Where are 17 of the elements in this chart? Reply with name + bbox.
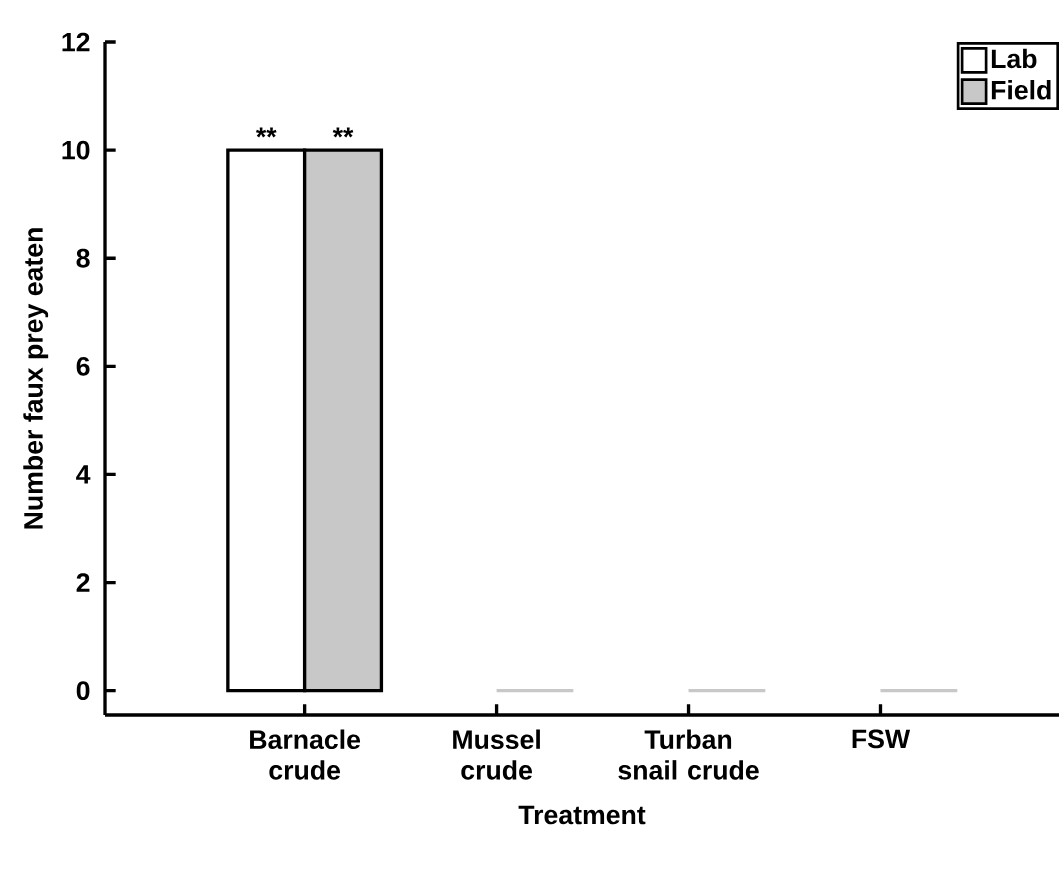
- x-axis-title: Treatment: [518, 805, 646, 825]
- y-tick-label: 4: [76, 465, 91, 484]
- y-tick-label: 0: [76, 681, 90, 701]
- legend-label: Field: [991, 79, 1051, 100]
- y-axis-title: Number faux prey eaten: [23, 228, 49, 529]
- x-tick-label: Turban snail crude: [618, 729, 759, 780]
- annotation: **: [255, 127, 277, 138]
- annotation: **: [332, 127, 354, 138]
- x-tick-label: FSW: [852, 729, 911, 749]
- x-tick-label: Barnacle crude: [250, 729, 361, 780]
- y-tick-label: 8: [76, 248, 90, 268]
- y-tick-label: 12: [62, 32, 90, 52]
- y-tick-label: 10: [62, 140, 90, 160]
- legend-label: Lab: [991, 48, 1037, 69]
- x-tick-label: Mussel crude: [453, 729, 540, 780]
- y-tick-label: 2: [76, 573, 90, 592]
- y-tick-label: 6: [76, 356, 90, 376]
